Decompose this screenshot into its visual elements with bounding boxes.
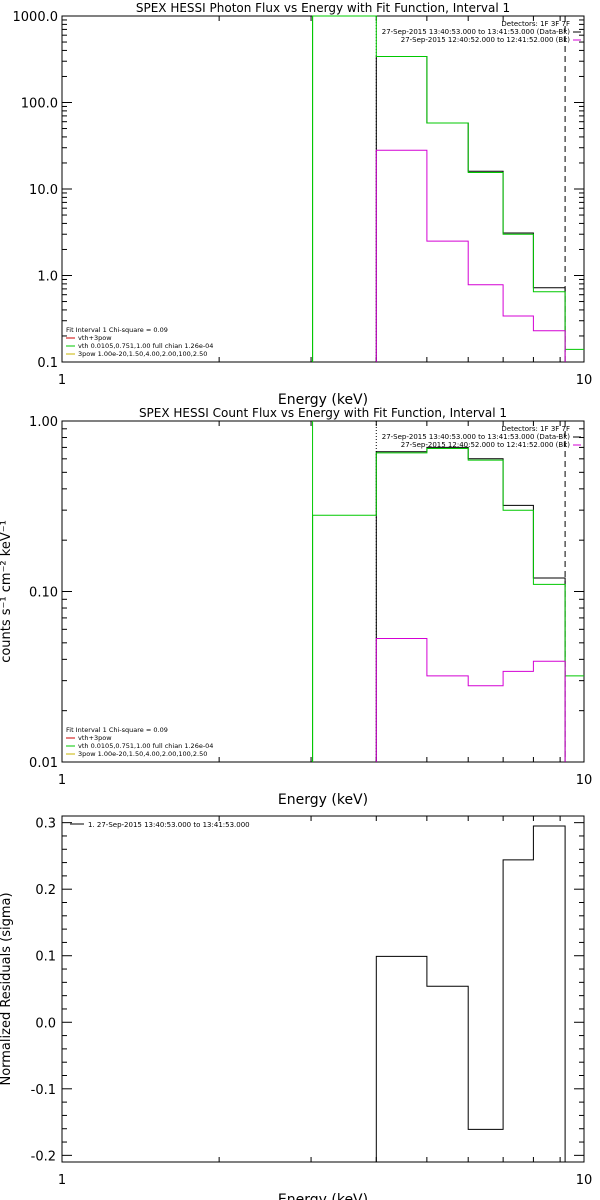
y-tick-label: 0.10 [29, 586, 58, 601]
plot-frame-2 [61, 420, 585, 763]
x-axis-label: Energy (keV) [278, 392, 368, 408]
y-tick-label: 0.1 [35, 950, 56, 965]
y-tick-label: -0.1 [31, 1083, 56, 1098]
y-tick-label: 100.0 [21, 97, 58, 112]
legend-entry: vth 0.0105,0.751,1.00 full chian 1.26e-0… [78, 742, 213, 750]
y-tick-label: 0.2 [35, 883, 56, 898]
x-tick-label: 1 [58, 373, 66, 388]
legend-entry: vth 0.0105,0.751,1.00 full chian 1.26e-0… [78, 342, 213, 350]
chart-title: SPEX HESSI Photon Flux vs Energy with Fi… [136, 1, 510, 15]
y-axis-label: Normalized Residuals (sigma) [0, 892, 14, 1085]
legend-entry: 27-Sep-2015 12:40:52.000 to 12:41:52.000… [401, 36, 571, 44]
y-tick-label: 10.0 [29, 183, 58, 198]
x-tick-label: 10 [576, 1173, 593, 1188]
x-tick-label: 1 [58, 1173, 66, 1188]
legend-entry: Fit Interval 1 Chi-square = 0.09 [66, 726, 168, 734]
y-tick-label: 0.0 [35, 1016, 56, 1031]
y-axis-label: counts s⁻¹ cm⁻² keV⁻¹ [0, 520, 14, 663]
legend-entry: Detectors: 1F 3F 7F [501, 20, 570, 28]
y-tick-label: 0.3 [35, 817, 56, 832]
x-tick-label: 10 [576, 773, 593, 788]
chart-title: SPEX HESSI Count Flux vs Energy with Fit… [139, 406, 507, 420]
x-tick-label: 10 [576, 373, 593, 388]
series-2-histogram [312, 448, 584, 762]
series-1-histogram [375, 446, 566, 762]
legend-entry: vth+3pow [78, 734, 112, 742]
legend-entry: 1. 27-Sep-2015 13:40:53.000 to 13:41:53.… [88, 821, 250, 829]
legend-entry: 3pow 1.00e-20,1.50,4.00,2.00,100,2.50 [78, 350, 207, 358]
y-tick-label: 0.01 [29, 756, 58, 771]
x-tick-label: 1 [58, 773, 66, 788]
legend-entry: 27-Sep-2015 13:40:53.000 to 13:41:53.000… [382, 28, 571, 36]
legend-entry: Fit Interval 1 Chi-square = 0.09 [66, 326, 168, 334]
legend-entry: vth+3pow [78, 334, 112, 342]
x-axis-label: Energy (keV) [278, 792, 368, 808]
legend-entry: 27-Sep-2015 13:40:53.000 to 13:41:53.000… [382, 433, 571, 441]
plot-frame-1 [61, 15, 585, 363]
y-tick-label: 1.0 [37, 270, 58, 285]
series-1-histogram [375, 825, 566, 1162]
y-tick-label: 1.00 [29, 415, 58, 430]
legend-entry: 3pow 1.00e-20,1.50,4.00,2.00,100,2.50 [78, 750, 207, 758]
plot-frame-3 [61, 815, 585, 1163]
y-tick-label: 1000.0 [13, 10, 59, 25]
series-3-histogram [375, 149, 566, 362]
legend-entry: Detectors: 1F 3F 7F [501, 425, 570, 433]
series-3-histogram [375, 638, 566, 762]
legend-entry: 27-Sep-2015 12:40:52.000 to 12:41:52.000… [401, 441, 571, 449]
series-2-histogram [312, 15, 584, 362]
x-axis-label: Energy (keV) [278, 1192, 368, 1200]
series-1-histogram [375, 56, 566, 362]
y-tick-label: -0.2 [31, 1149, 56, 1164]
y-tick-label: 0.1 [37, 356, 58, 371]
